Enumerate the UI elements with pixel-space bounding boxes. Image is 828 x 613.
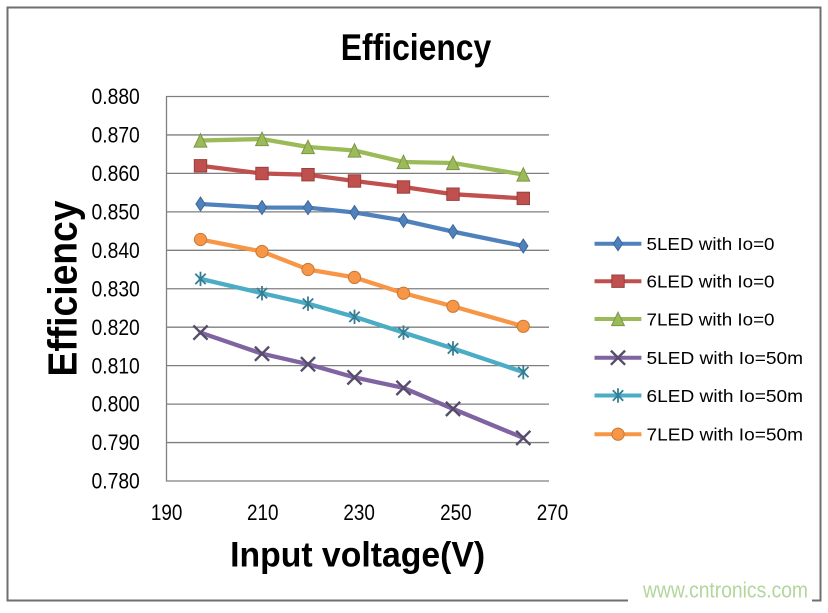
svg-text:0.860: 0.860 xyxy=(92,161,140,186)
svg-text:Efficiency: Efficiency xyxy=(341,27,492,68)
svg-text:0.800: 0.800 xyxy=(92,392,140,417)
svg-text:5LED with Io=50m: 5LED with Io=50m xyxy=(647,348,804,368)
svg-text:250: 250 xyxy=(440,500,472,525)
svg-text:210: 210 xyxy=(247,500,279,525)
svg-text:0.840: 0.840 xyxy=(92,238,140,263)
svg-text:0.780: 0.780 xyxy=(92,469,140,494)
svg-text:190: 190 xyxy=(151,500,183,525)
svg-text:0.850: 0.850 xyxy=(92,199,140,224)
svg-text:Input voltage(V): Input voltage(V) xyxy=(230,536,485,575)
svg-text:0.820: 0.820 xyxy=(92,315,140,340)
svg-text:0.790: 0.790 xyxy=(92,430,140,455)
svg-text:5LED with Io=0: 5LED with Io=0 xyxy=(647,234,775,254)
svg-text:7LED with Io=50m: 7LED with Io=50m xyxy=(647,425,804,445)
svg-text:6LED with Io=0: 6LED with Io=0 xyxy=(647,272,775,292)
svg-text:230: 230 xyxy=(343,500,375,525)
svg-text:0.830: 0.830 xyxy=(92,276,140,301)
svg-text:7LED with Io=0: 7LED with Io=0 xyxy=(647,309,775,329)
svg-text:6LED with Io=50m: 6LED with Io=50m xyxy=(647,386,804,406)
svg-text:0.810: 0.810 xyxy=(92,353,140,378)
svg-text:270: 270 xyxy=(537,500,569,525)
svg-text:www.cntronics.com: www.cntronics.com xyxy=(642,578,808,603)
svg-text:Efficiency: Efficiency xyxy=(40,200,86,376)
svg-text:0.880: 0.880 xyxy=(92,84,140,109)
svg-text:0.870: 0.870 xyxy=(92,123,140,148)
